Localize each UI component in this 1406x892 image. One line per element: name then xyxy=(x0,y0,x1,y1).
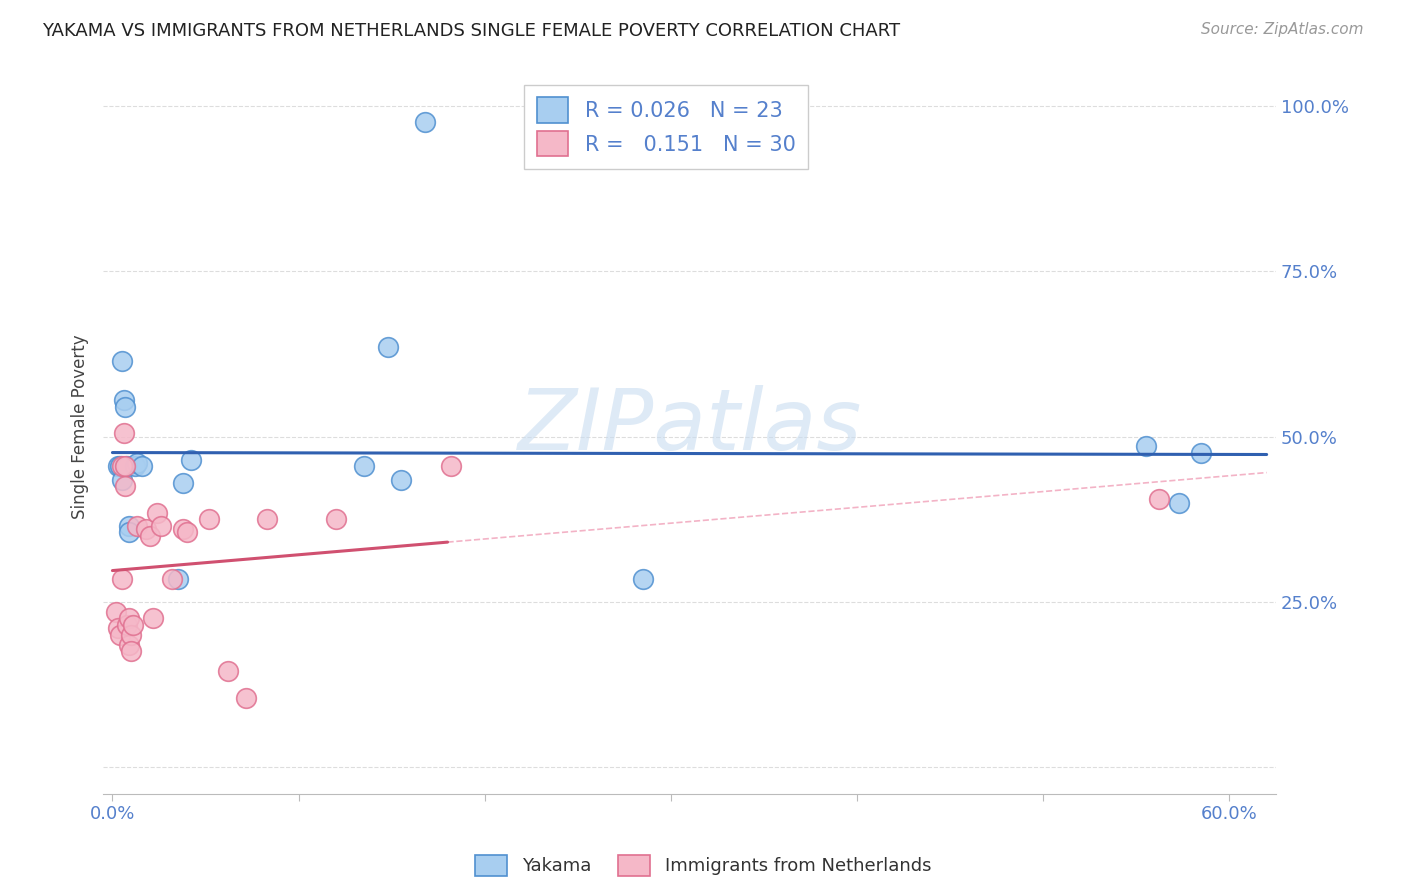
Point xyxy=(120,644,142,658)
Point xyxy=(108,628,131,642)
Point xyxy=(111,572,134,586)
Point xyxy=(111,353,134,368)
Point xyxy=(235,690,257,705)
Point xyxy=(125,456,148,470)
Point xyxy=(125,519,148,533)
Text: YAKAMA VS IMMIGRANTS FROM NETHERLANDS SINGLE FEMALE POVERTY CORRELATION CHART: YAKAMA VS IMMIGRANTS FROM NETHERLANDS SI… xyxy=(42,22,900,40)
Y-axis label: Single Female Poverty: Single Female Poverty xyxy=(72,334,89,519)
Point xyxy=(1168,496,1191,510)
Point xyxy=(114,459,136,474)
Legend: R = 0.026   N = 23, R =   0.151   N = 30: R = 0.026 N = 23, R = 0.151 N = 30 xyxy=(524,85,808,169)
Point xyxy=(1147,492,1170,507)
Point xyxy=(176,525,198,540)
Point xyxy=(377,340,399,354)
Point xyxy=(353,459,375,474)
Point xyxy=(114,400,136,414)
Point xyxy=(180,452,202,467)
Point xyxy=(440,459,463,474)
Point xyxy=(111,473,134,487)
Point xyxy=(172,475,194,490)
Point xyxy=(131,459,153,474)
Point xyxy=(118,525,141,540)
Legend: Yakama, Immigrants from Netherlands: Yakama, Immigrants from Netherlands xyxy=(467,847,939,883)
Point xyxy=(117,618,139,632)
Point xyxy=(256,512,278,526)
Point xyxy=(122,618,145,632)
Point xyxy=(413,115,436,129)
Point xyxy=(142,611,165,625)
Point xyxy=(172,522,194,536)
Point xyxy=(138,529,160,543)
Point xyxy=(631,572,654,586)
Point xyxy=(112,393,135,408)
Point xyxy=(105,605,128,619)
Point xyxy=(325,512,347,526)
Point xyxy=(135,522,157,536)
Point xyxy=(120,628,142,642)
Point xyxy=(389,473,412,487)
Point xyxy=(217,665,239,679)
Point xyxy=(107,621,129,635)
Point xyxy=(124,459,146,474)
Point xyxy=(160,572,183,586)
Point xyxy=(166,572,188,586)
Point xyxy=(107,459,129,474)
Text: Source: ZipAtlas.com: Source: ZipAtlas.com xyxy=(1201,22,1364,37)
Text: ZIPatlas: ZIPatlas xyxy=(517,385,862,468)
Point xyxy=(111,459,134,474)
Point xyxy=(117,459,139,474)
Point xyxy=(146,506,169,520)
Point xyxy=(149,519,172,533)
Point xyxy=(1135,440,1157,454)
Point xyxy=(118,638,141,652)
Point xyxy=(198,512,221,526)
Point xyxy=(114,479,136,493)
Point xyxy=(118,611,141,625)
Point xyxy=(118,519,141,533)
Point xyxy=(1191,446,1213,460)
Point xyxy=(112,426,135,441)
Point xyxy=(108,459,131,474)
